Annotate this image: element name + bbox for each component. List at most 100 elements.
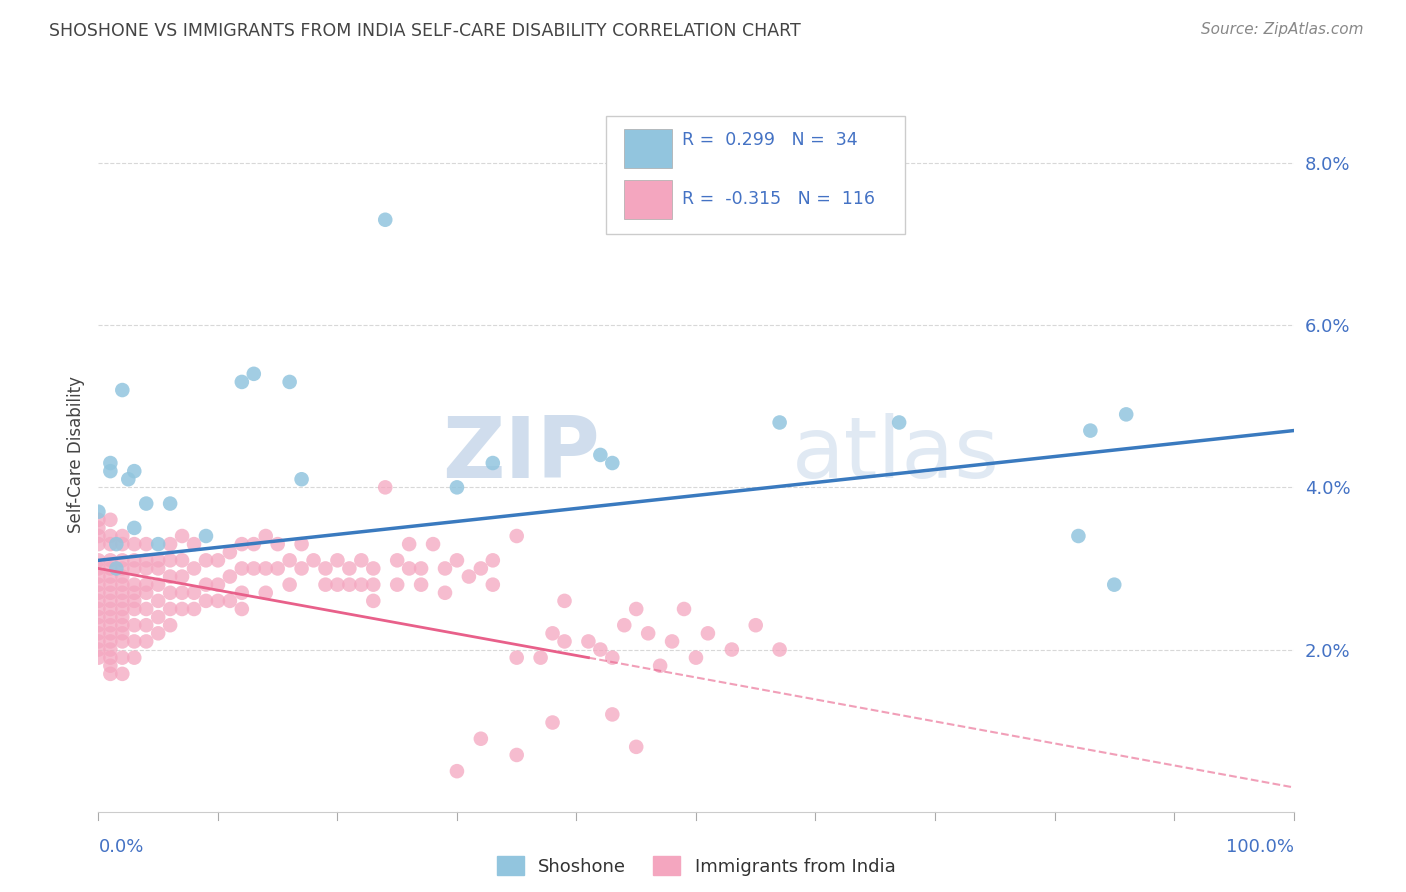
Point [315,577,337,591]
Point [111,650,134,665]
Point [87,610,110,624]
Text: R =  -0.315   N =  116: R = -0.315 N = 116 [682,191,875,209]
Point [98,650,122,665]
Point [231,375,253,389]
Point [231,586,253,600]
Point [135,577,157,591]
Point [135,602,157,616]
Point [600,707,623,722]
Point [411,561,433,575]
Point [278,375,301,389]
Point [98,626,122,640]
Point [350,553,373,567]
Point [124,464,146,478]
Point [87,505,110,519]
Point [148,561,170,575]
Point [554,594,576,608]
Point [172,553,194,567]
Point [87,650,110,665]
Point [589,448,612,462]
Point [105,537,128,551]
Point [411,577,433,591]
Point [231,537,253,551]
Point [111,586,134,600]
Point [363,561,385,575]
Point [124,577,146,591]
Point [183,602,205,616]
Point [148,594,170,608]
Point [433,586,456,600]
Legend: Shoshone, Immigrants from India: Shoshone, Immigrants from India [488,847,904,885]
Point [315,561,337,575]
FancyBboxPatch shape [606,116,905,234]
Point [290,537,312,551]
Point [172,529,194,543]
Point [661,634,683,648]
Point [554,634,576,648]
Text: atlas: atlas [792,413,1000,497]
Point [159,586,181,600]
Point [111,594,134,608]
Point [98,561,122,575]
Point [529,650,551,665]
Point [98,634,122,648]
Point [326,553,349,567]
Point [111,561,134,575]
Point [87,521,110,535]
Point [98,464,122,478]
Point [135,561,157,575]
Point [159,602,181,616]
Point [135,537,157,551]
FancyBboxPatch shape [624,180,672,219]
Point [648,658,672,673]
Point [105,561,128,575]
Point [768,642,790,657]
Point [207,594,229,608]
Point [374,480,396,494]
Point [889,416,911,430]
Point [385,553,409,567]
Point [148,553,170,567]
Point [87,626,110,640]
Point [207,553,229,567]
Point [194,594,217,608]
Point [111,383,134,397]
Point [98,553,122,567]
Point [111,666,134,681]
Point [600,650,623,665]
Point [433,561,456,575]
Point [124,618,146,632]
Point [98,537,122,551]
Point [172,569,194,583]
Point [87,602,110,616]
Point [124,553,146,567]
Point [98,618,122,632]
Text: ZIP: ZIP [443,413,600,497]
Point [745,618,768,632]
Point [98,594,122,608]
Point [337,561,360,575]
Point [768,416,790,430]
Point [506,529,529,543]
Point [87,569,110,583]
Point [194,553,217,567]
Point [219,569,242,583]
Point [111,610,134,624]
Point [98,569,122,583]
Point [254,586,277,600]
Point [124,650,146,665]
Point [243,537,266,551]
Point [1115,408,1137,422]
Point [117,472,139,486]
Point [98,529,122,543]
Point [159,618,181,632]
Point [87,553,110,567]
Point [98,577,122,591]
Point [87,634,110,648]
Point [624,739,647,754]
Point [506,747,529,762]
Point [1102,577,1125,591]
Point [446,553,468,567]
Point [135,497,157,511]
Point [470,731,492,746]
